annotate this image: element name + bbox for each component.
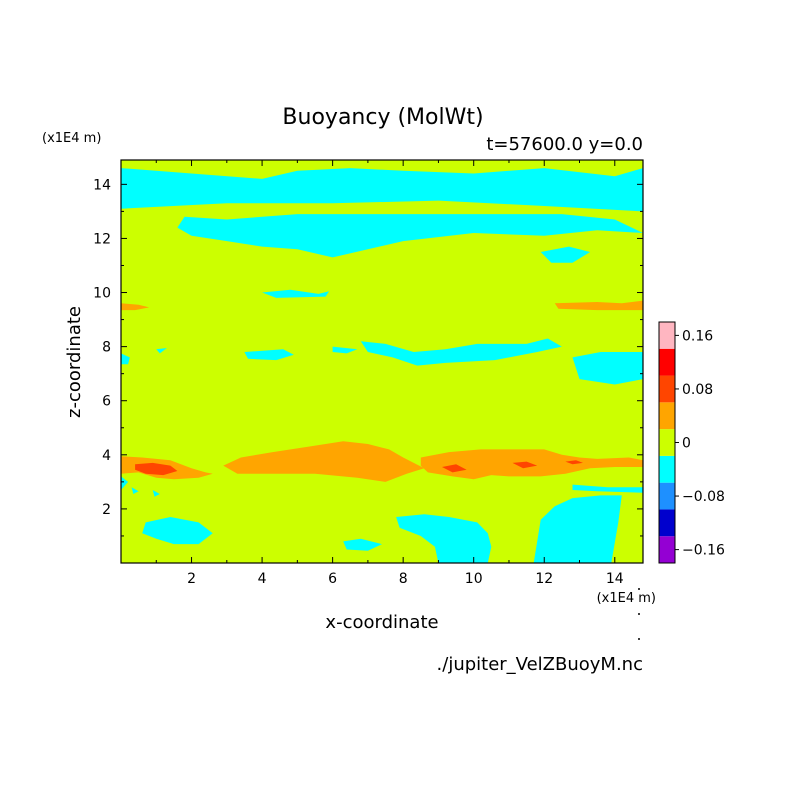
x-tick-label: 10	[465, 571, 483, 587]
contour-region	[572, 352, 643, 385]
colorbar-swatch	[659, 322, 675, 349]
contour-region	[540, 246, 591, 263]
contour-region	[152, 490, 160, 497]
colorbar-swatch	[659, 429, 675, 456]
contour-region	[121, 353, 130, 365]
x-tick-label: 14	[606, 571, 624, 587]
colorbar-label: −0.08	[682, 489, 725, 505]
contour-region	[121, 168, 643, 212]
x-axis-label: x-coordinate	[325, 612, 438, 633]
y-tick-label: 6	[102, 394, 111, 410]
colorbar-swatch	[659, 402, 675, 430]
y-tick-label: 10	[93, 286, 111, 302]
x-axis: 2 4 6 8 10 12 14	[155, 160, 624, 587]
plot-area: 2 4 6 8 10 12 14 2 4 6 8 10 12 14	[93, 159, 644, 587]
contour-region	[244, 349, 294, 361]
colorbar: −0.16 −0.08 0 0.08 0.16	[658, 321, 725, 564]
contour-region	[223, 441, 425, 482]
x-tick-label: 2	[187, 571, 196, 587]
colorbar-label: 0.08	[682, 382, 713, 398]
colorbar-swatch	[659, 375, 675, 403]
contour-region	[121, 476, 129, 490]
plot-frame	[120, 159, 644, 564]
corner-mark	[638, 613, 640, 615]
contour-region	[343, 538, 382, 551]
colorbar-swatch	[659, 482, 675, 510]
y-axis: 2 4 6 8 10 12 14	[93, 177, 643, 537]
contour-region	[442, 464, 467, 473]
y-unit-label: (x1E4 m)	[42, 131, 101, 146]
chart-title: Buoyancy (MolWt)	[282, 105, 483, 130]
colorbar-swatch	[659, 348, 675, 376]
source-file-label: ./jupiter_VelZBuoyM.nc	[437, 654, 643, 675]
x-tick-label: 12	[535, 571, 553, 587]
contour-region	[177, 214, 643, 258]
corner-marks	[638, 588, 640, 640]
y-axis-label: z-coordinate	[64, 306, 85, 418]
contour-region	[332, 346, 358, 354]
colorbar-swatch	[659, 536, 675, 563]
colorbar-swatch	[659, 455, 675, 483]
colorbar-label: −0.16	[682, 543, 725, 559]
corner-mark	[638, 588, 640, 590]
contour-region	[156, 348, 167, 354]
y-tick-label: 14	[93, 177, 111, 193]
contour-regions	[121, 168, 643, 563]
contour-region	[572, 484, 643, 493]
contour-region	[131, 487, 139, 494]
contour-region	[554, 300, 643, 311]
y-tick-label: 4	[102, 448, 111, 464]
contour-region	[121, 303, 150, 311]
x-tick-label: 8	[399, 571, 408, 587]
x-tick-label: 4	[258, 571, 267, 587]
colorbar-label: 0	[682, 436, 691, 452]
y-tick-label: 2	[102, 502, 111, 518]
x-tick-label: 6	[328, 571, 337, 587]
contour-region	[360, 338, 562, 366]
contour-region	[396, 514, 492, 563]
x-unit-label: (x1E4 m)	[597, 591, 656, 606]
y-tick-label: 8	[102, 340, 111, 356]
contour-region	[135, 462, 178, 476]
contour-region	[512, 461, 538, 469]
y-tick-label: 12	[93, 231, 111, 247]
corner-mark	[638, 638, 640, 640]
contour-region	[142, 517, 213, 545]
colorbar-label: 0.16	[682, 328, 713, 344]
contour-region	[262, 289, 330, 298]
contour-region	[533, 495, 622, 563]
colorbar-swatch	[659, 509, 675, 537]
chart-subtitle: t=57600.0 y=0.0	[486, 134, 643, 155]
contour-region	[565, 460, 583, 465]
